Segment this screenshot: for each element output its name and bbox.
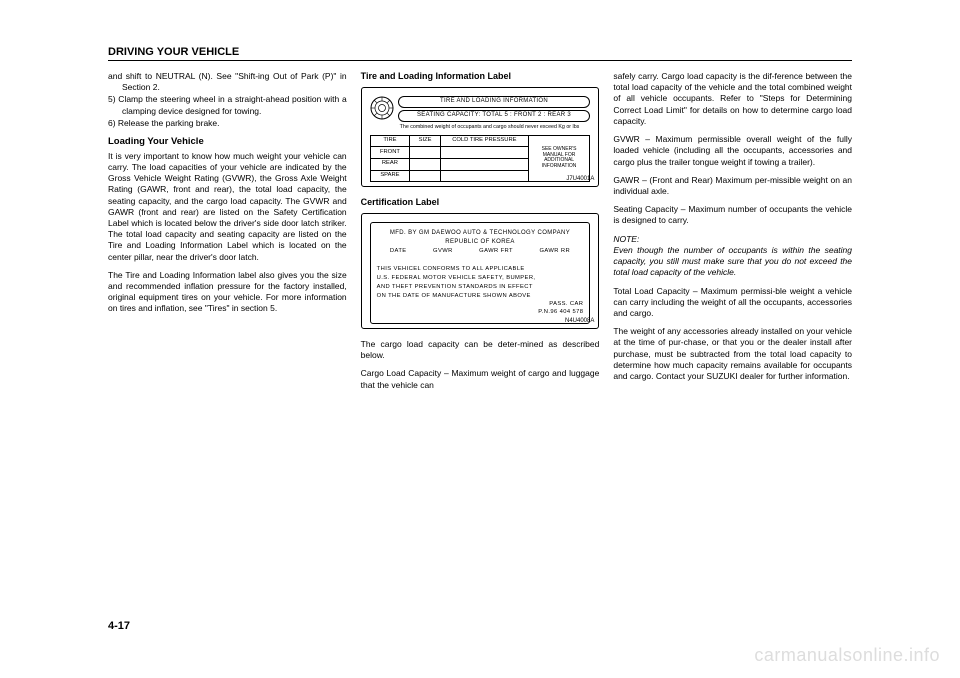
cert-col: GAWR RR — [539, 248, 570, 256]
tire-info-line2: SEATING CAPACITY: TOTAL 5 : FRONT 2 : RE… — [398, 110, 591, 122]
paragraph: safely carry. Cargo load capacity is the… — [613, 71, 852, 127]
column-1: and shift to NEUTRAL (N). See "Shift-ing… — [108, 71, 347, 398]
paragraph: Seating Capacity – Maximum number of occ… — [613, 204, 852, 226]
tire-info-block: TIRE AND LOADING INFORMATION SEATING CAP… — [398, 96, 591, 131]
cert-col: DATE — [390, 248, 407, 256]
cert-line: MFD. BY GM DAEWOO AUTO & TECHNOLOGY COMP… — [377, 229, 584, 237]
continued-list: and shift to NEUTRAL (N). See "Shift-ing… — [108, 71, 347, 129]
figure-code: J7U4001A — [566, 176, 594, 184]
cert-line: AND THEFT PREVENTION STANDARDS IN EFFECT — [377, 284, 584, 292]
page-header: DRIVING YOUR VEHICLE — [108, 46, 852, 58]
paragraph: Total Load Capacity – Maximum permissi-b… — [613, 286, 852, 320]
cert-headers: DATE GVWR GAWR FRT GAWR RR — [377, 248, 584, 256]
tire-info-line3: The combined weight of occupants and car… — [398, 124, 591, 131]
paragraph: GAWR – (Front and Rear) Maximum per-miss… — [613, 175, 852, 197]
cert-line: REPUBLIC OF KOREA — [377, 238, 584, 246]
note-title: NOTE: — [613, 234, 639, 244]
cell — [410, 158, 441, 170]
text-columns: and shift to NEUTRAL (N). See "Shift-ing… — [108, 71, 852, 398]
paragraph: The Tire and Loading Information label a… — [108, 270, 347, 315]
manual-page: DRIVING YOUR VEHICLE and shift to NEUTRA… — [108, 46, 852, 606]
cell — [440, 170, 528, 182]
figure-code: N4U4008A — [565, 318, 594, 326]
note: NOTE: Even though the number of occupant… — [613, 234, 852, 279]
watermark: carmanualsonline.info — [754, 645, 940, 666]
list-item-cont: and shift to NEUTRAL (N). See "Shift-ing… — [108, 71, 347, 93]
cell: REAR — [370, 158, 410, 170]
tire-icon — [370, 96, 394, 120]
subhead-loading: Loading Your Vehicle — [108, 136, 347, 149]
th-pressure: COLD TIRE PRESSURE — [440, 135, 528, 147]
column-2: Tire and Loading Information Label — [361, 71, 600, 398]
th-tire: TIRE — [370, 135, 410, 147]
tire-label-figure: TIRE AND LOADING INFORMATION SEATING CAP… — [361, 87, 600, 187]
cert-line: P.N.96 404 578 — [377, 309, 584, 317]
cert-label-figure: MFD. BY GM DAEWOO AUTO & TECHNOLOGY COMP… — [361, 213, 600, 329]
side-note: SEE OWNER'S MANUAL FOR ADDITIONAL INFORM… — [528, 135, 590, 182]
cert-label-title: Certification Label — [361, 197, 600, 209]
list-item-5: 5) Clamp the steering wheel in a straigh… — [108, 94, 347, 116]
tire-info-line1: TIRE AND LOADING INFORMATION — [398, 96, 591, 108]
cert-line: PASS. CAR — [377, 301, 584, 309]
header-rule — [108, 60, 852, 61]
cert-col: GVWR — [433, 248, 453, 256]
cell — [410, 170, 441, 182]
paragraph: Cargo Load Capacity – Maximum weight of … — [361, 368, 600, 390]
cert-line: U.S. FEDERAL MOTOR VEHICLE SAFETY, BUMPE… — [377, 275, 584, 283]
cert-line: THIS VEHICEL CONFORMS TO ALL APPLICABLE — [377, 266, 584, 274]
note-body: Even though the number of occupants is w… — [613, 245, 852, 277]
list-item-6: 6) Release the parking brake. — [108, 118, 347, 129]
paragraph: The cargo load capacity can be deter-min… — [361, 339, 600, 361]
page-number: 4-17 — [108, 620, 130, 632]
th-size: SIZE — [410, 135, 441, 147]
cell — [440, 147, 528, 159]
cell — [440, 158, 528, 170]
cell — [410, 147, 441, 159]
paragraph: It is very important to know how much we… — [108, 151, 347, 263]
cert-line: ON THE DATE OF MANUFACTURE SHOWN ABOVE — [377, 293, 584, 301]
cell: SPARE — [370, 170, 410, 182]
cell: FRONT — [370, 147, 410, 159]
tire-pressure-table: TIRE SIZE COLD TIRE PRESSURE SEE OWNER'S… — [370, 135, 591, 183]
tire-label-title: Tire and Loading Information Label — [361, 71, 600, 83]
column-3: safely carry. Cargo load capacity is the… — [613, 71, 852, 398]
paragraph: GVWR – Maximum permissible overall weigh… — [613, 134, 852, 168]
cert-col: GAWR FRT — [479, 248, 513, 256]
paragraph: The weight of any accessories already in… — [613, 326, 852, 382]
cert-inner-box: MFD. BY GM DAEWOO AUTO & TECHNOLOGY COMP… — [370, 222, 591, 324]
